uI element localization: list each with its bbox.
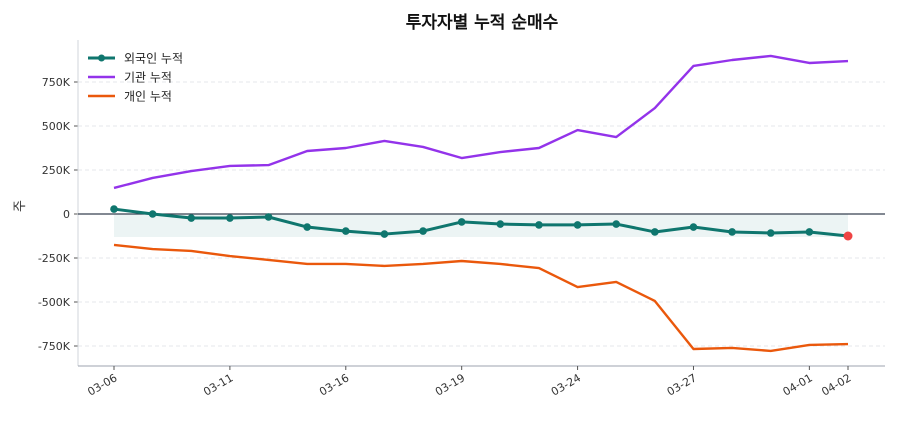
data-point	[187, 214, 196, 222]
data-point	[457, 218, 466, 226]
y-tick-label: -750K	[38, 340, 71, 353]
data-point	[264, 213, 273, 221]
data-point	[110, 205, 118, 213]
x-tick-label: 03-19	[433, 371, 467, 398]
y-tick-label: 500K	[42, 120, 71, 133]
data-point	[496, 220, 505, 228]
x-tick-label: 03-06	[85, 371, 119, 398]
x-tick-label: 03-16	[317, 371, 351, 398]
y-tick-label: -500K	[38, 296, 71, 309]
x-tick-label: 04-02	[819, 371, 853, 398]
data-point	[689, 223, 698, 231]
x-tick-label: 03-11	[201, 371, 235, 398]
legend-label: 외국인 누적	[124, 52, 183, 66]
y-axis-label: 주	[13, 200, 28, 212]
series-line-0	[113, 207, 849, 238]
data-point	[535, 221, 543, 229]
y-tick-label: 250K	[42, 164, 71, 177]
last-point-marker	[843, 231, 853, 241]
data-point	[805, 228, 814, 236]
x-tick-label: 03-27	[665, 371, 699, 398]
x-tick-label: 03-24	[549, 371, 583, 398]
legend-label: 기관 누적	[124, 71, 172, 85]
data-point	[303, 223, 311, 231]
data-point	[419, 227, 427, 235]
data-point	[380, 230, 389, 238]
data-point	[226, 214, 234, 222]
data-point	[766, 229, 775, 237]
data-point	[148, 210, 157, 218]
legend-label: 개인 누적	[124, 90, 172, 104]
data-point	[728, 228, 736, 236]
y-tick-label: -250K	[38, 252, 71, 265]
data-point	[341, 227, 350, 235]
legend-marker	[98, 54, 105, 62]
y-tick-label: 0	[63, 208, 70, 221]
series-line-1	[113, 54, 849, 190]
data-point	[573, 221, 582, 229]
data-point	[612, 220, 621, 228]
x-tick-label: 04-01	[781, 371, 815, 398]
data-point	[651, 228, 659, 236]
chart-title: 투자자별 누적 순매수	[406, 13, 559, 33]
series-line-2	[113, 243, 849, 353]
y-tick-label: 750K	[42, 76, 71, 89]
